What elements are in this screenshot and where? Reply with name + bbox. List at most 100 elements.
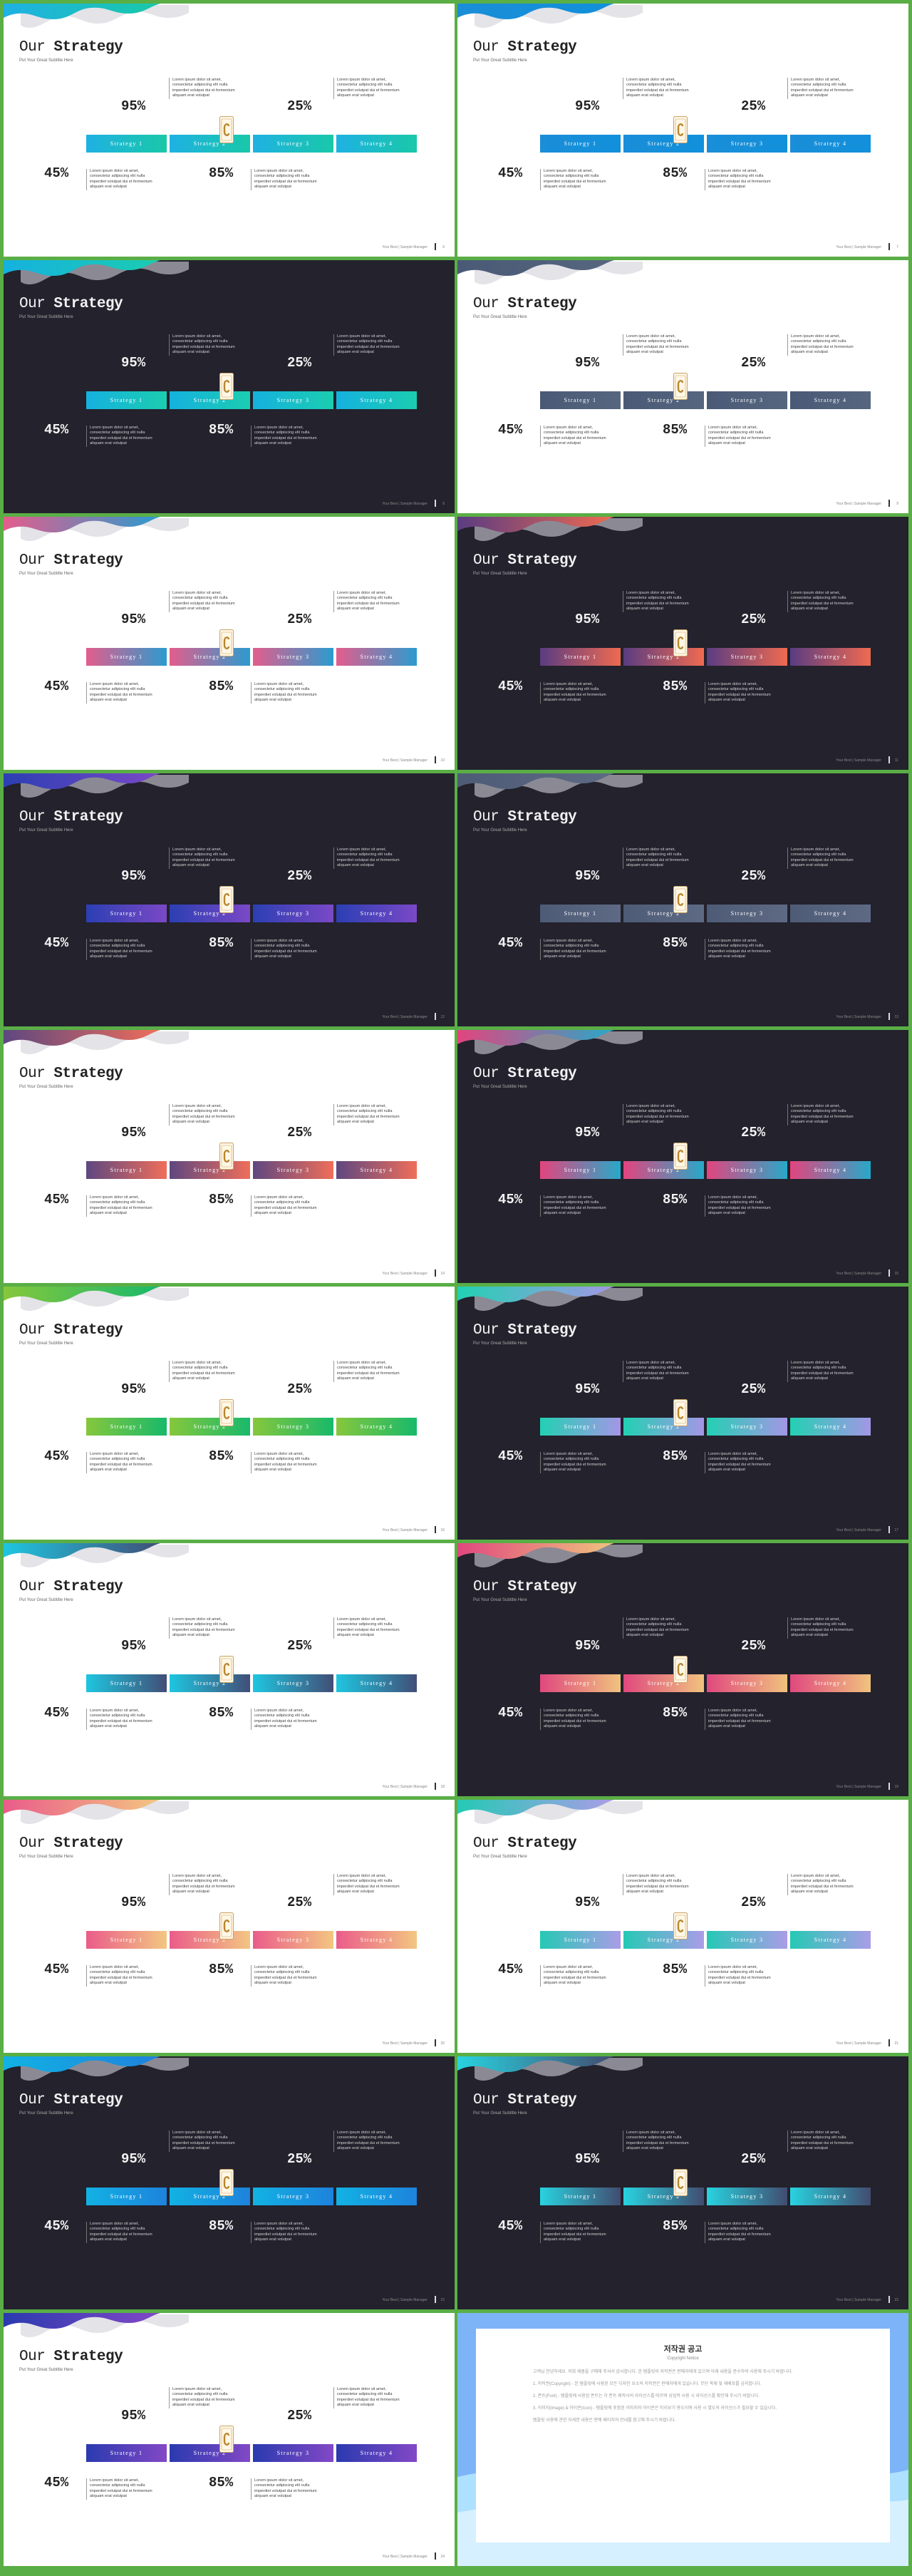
- footer-divider: [435, 1269, 436, 1277]
- title-prefix: Our: [19, 552, 54, 569]
- watermark-logo: [673, 1656, 688, 1683]
- strategy-text-1: Lorem ipsum dolor sit amet, consectetur …: [540, 169, 610, 190]
- watermark-logo: [673, 1143, 688, 1170]
- strategy-text-3: Lorem ipsum dolor sit amet, consectetur …: [705, 1452, 774, 1473]
- watermark-logo: [673, 2169, 688, 2196]
- header-wave-graphic: [4, 1800, 206, 1830]
- strategy-text-3: Lorem ipsum dolor sit amet, consectetur …: [705, 939, 774, 960]
- strategy-bar-3: Strategy 3: [253, 1674, 333, 1692]
- strategy-bars: Strategy 1 Strategy 2 Strategy 3 Strategy 4: [540, 1674, 871, 1692]
- percentage-1: 45%: [498, 935, 523, 951]
- percentage-1: 45%: [44, 1705, 69, 1721]
- strategy-bar-1: Strategy 1: [540, 648, 621, 666]
- slide-subtitle: Put Your Great Subtitle Here: [19, 1341, 73, 1346]
- strategy-text-1: Lorem ipsum dolor sit amet, consectetur …: [540, 1452, 610, 1473]
- watermark-logo: [219, 629, 234, 656]
- percentage-3: 85%: [209, 2218, 234, 2234]
- strategy-text-3: Lorem ipsum dolor sit amet, consectetur …: [705, 1965, 774, 1987]
- footer-divider: [435, 500, 436, 507]
- percentage-1: 45%: [44, 1192, 69, 1207]
- footer-divider: [888, 756, 890, 763]
- strategy-text-4: Lorem ipsum dolor sit amet, consectetur …: [787, 1617, 857, 1639]
- percentage-1: 45%: [44, 422, 69, 438]
- title-prefix: Our: [19, 2092, 54, 2108]
- strategy-bar-4: Strategy 4: [336, 135, 417, 153]
- slide-2: Our Strategy Put Your Great Subtitle Here…: [457, 4, 908, 257]
- footer-text: Your Best | Sample Manager: [382, 758, 428, 763]
- strategy-text-1: Lorem ipsum dolor sit amet, consectetur …: [540, 426, 610, 447]
- slide-6: Our Strategy Put Your Great Subtitle Here…: [457, 517, 908, 770]
- title-bold: Strategy: [53, 2092, 123, 2108]
- strategy-bar-3: Strategy 3: [253, 1931, 333, 1949]
- strategy-bar-2: Strategy 2: [170, 905, 250, 922]
- strategy-text-2: Lorem ipsum dolor sit amet, consectetur …: [169, 334, 239, 356]
- title-bold: Strategy: [507, 39, 577, 56]
- footer-text: Your Best | Sample Manager: [836, 2298, 881, 2302]
- percentage-4: 25%: [741, 1381, 766, 1397]
- footer-text: Your Best | Sample Manager: [836, 1272, 881, 1276]
- watermark-logo: [219, 2169, 234, 2196]
- strategy-bar-2: Strategy 2: [170, 1674, 250, 1692]
- slide-title: Our Strategy: [473, 1579, 577, 1595]
- header-wave-graphic: [4, 1543, 206, 1573]
- percentage-4: 25%: [287, 98, 312, 114]
- title-bold: Strategy: [53, 296, 123, 312]
- percentage-1: 45%: [44, 165, 69, 181]
- header-wave-graphic: [457, 260, 660, 290]
- watermark-logo: [219, 1399, 234, 1426]
- percentage-3: 85%: [663, 422, 688, 438]
- strategy-text-1: Lorem ipsum dolor sit amet, consectetur …: [86, 1965, 156, 1987]
- footer-text: Your Best | Sample Manager: [836, 1785, 881, 1789]
- slide-subtitle: Put Your Great Subtitle Here: [19, 2368, 73, 2372]
- slide-title: Our Strategy: [473, 1066, 577, 1082]
- percentage-4: 25%: [741, 612, 766, 627]
- slide-title: Our Strategy: [19, 39, 123, 56]
- watermark-logo: [673, 116, 688, 143]
- percentage-4: 25%: [287, 2151, 312, 2167]
- strategy-bar-4: Strategy 4: [790, 1418, 871, 1436]
- strategy-bar-2: Strategy 2: [623, 1931, 704, 1949]
- watermark-logo: [219, 1912, 234, 1939]
- page-number: 21: [894, 2041, 898, 2046]
- percentage-1: 45%: [44, 1962, 69, 1977]
- title-bold: Strategy: [53, 39, 123, 56]
- strategy-text-4: Lorem ipsum dolor sit amet, consectetur …: [787, 78, 857, 99]
- percentage-1: 45%: [44, 679, 69, 694]
- notice-subtitle: Copyright Notice: [667, 2356, 699, 2361]
- page-number: 24: [440, 2555, 445, 2559]
- slide-subtitle: Put Your Great Subtitle Here: [473, 1855, 527, 1859]
- strategy-bar-2: Strategy 2: [170, 2444, 250, 2462]
- strategy-bar-4: Strategy 4: [790, 391, 871, 409]
- strategy-text-2: Lorem ipsum dolor sit amet, consectetur …: [169, 847, 239, 869]
- title-bold: Strategy: [507, 1066, 577, 1082]
- strategy-bar-2: Strategy 2: [623, 1418, 704, 1436]
- percentage-2: 95%: [121, 612, 146, 627]
- strategy-bar-2: Strategy 2: [170, 1161, 250, 1179]
- strategy-text-2: Lorem ipsum dolor sit amet, consectetur …: [623, 2131, 693, 2152]
- notice-paragraph-5: 템플릿 사용에 관한 자세한 내용은 판매 페이지의 안내를 참고해 주시기 바…: [533, 2418, 676, 2423]
- strategy-bar-1: Strategy 1: [86, 648, 167, 666]
- percentage-2: 95%: [121, 868, 146, 884]
- percentage-4: 25%: [741, 1895, 766, 1910]
- footer-divider: [888, 1526, 890, 1533]
- percentage-3: 85%: [209, 2475, 234, 2490]
- slide-10: Our Strategy Put Your Great Subtitle Here…: [457, 1030, 908, 1283]
- slide-title: Our Strategy: [19, 1322, 123, 1339]
- slide-3: Our Strategy Put Your Great Subtitle Here…: [4, 260, 455, 513]
- strategy-bar-1: Strategy 1: [540, 1674, 621, 1692]
- strategy-text-4: Lorem ipsum dolor sit amet, consectetur …: [333, 1874, 403, 1895]
- footer-text: Your Best | Sample Manager: [382, 245, 428, 249]
- percentage-1: 45%: [498, 1962, 523, 1977]
- slide-title: Our Strategy: [19, 809, 123, 825]
- strategy-bar-2: Strategy 2: [623, 391, 704, 409]
- strategy-bar-2: Strategy 2: [623, 2188, 704, 2205]
- strategy-bar-1: Strategy 1: [540, 2188, 621, 2205]
- slide-17: Our Strategy Put Your Great Subtitle Here…: [4, 2056, 455, 2309]
- slide-title: Our Strategy: [473, 809, 577, 825]
- percentage-4: 25%: [287, 355, 312, 371]
- notice-paragraph-1: 고객님 안녕하세요. 저희 제품을 구매해 주셔서 감사합니다. 본 템플릿의 …: [533, 2370, 793, 2374]
- strategy-text-2: Lorem ipsum dolor sit amet, consectetur …: [623, 1617, 693, 1639]
- slide-title: Our Strategy: [473, 39, 577, 56]
- strategy-bars: Strategy 1 Strategy 2 Strategy 3 Strategy 4: [86, 2444, 417, 2462]
- watermark-logo: [673, 629, 688, 656]
